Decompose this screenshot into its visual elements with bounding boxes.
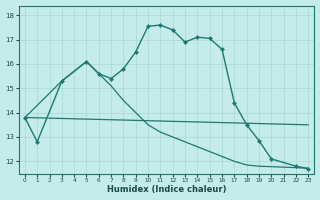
X-axis label: Humidex (Indice chaleur): Humidex (Indice chaleur) [107, 185, 226, 194]
